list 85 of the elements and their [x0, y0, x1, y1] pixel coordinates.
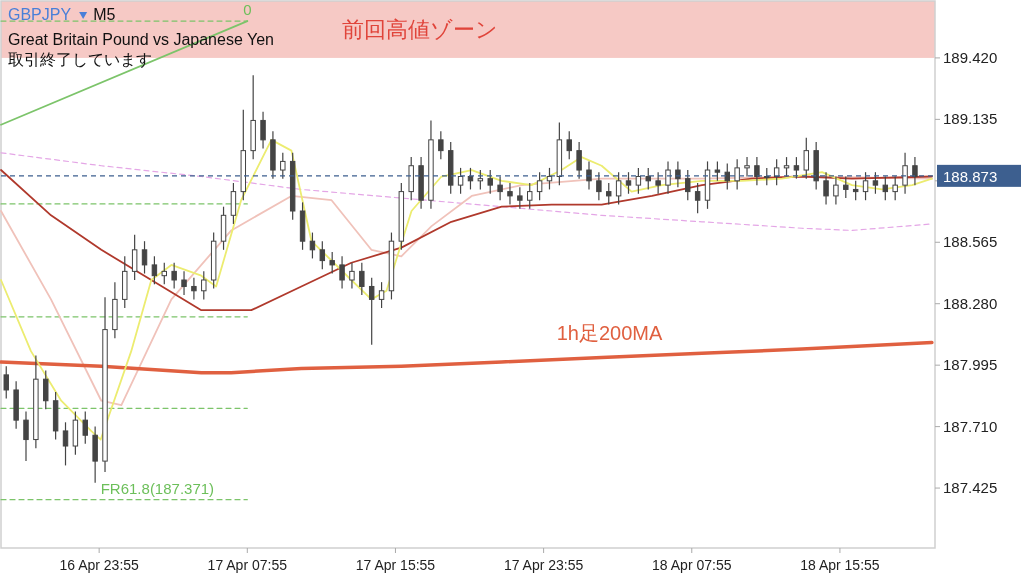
y-tick-label: 188.565 [943, 233, 998, 251]
candlestick [892, 175, 898, 201]
candlestick [635, 167, 642, 195]
candlestick [359, 262, 365, 296]
candlestick [912, 156, 918, 186]
x-tick-label: 17 Apr 07:55 [207, 557, 288, 573]
candlestick [339, 255, 345, 290]
candlestick [823, 171, 829, 206]
candlestick [438, 130, 444, 160]
ref-line-label: 188.873 [943, 167, 998, 185]
candlestick [181, 270, 187, 296]
candlestick [201, 270, 207, 300]
candlestick [378, 281, 385, 309]
x-tick-label: 17 Apr 15:55 [355, 557, 436, 573]
y-tick-label: 188.280 [943, 294, 998, 312]
candlestick [131, 234, 138, 281]
candlestick [517, 186, 523, 210]
candlestick [319, 240, 326, 270]
candlestick [576, 141, 582, 180]
series-label: 1h足200MA [556, 321, 664, 344]
candlestick [744, 156, 750, 178]
candlestick [62, 421, 69, 467]
candlestick [536, 171, 543, 201]
chart-title: GBPJPY [8, 6, 72, 23]
candlestick [773, 158, 780, 186]
candlestick [872, 171, 879, 195]
candlestick [487, 169, 493, 195]
candlestick [833, 175, 839, 206]
candlestick [566, 130, 572, 160]
candlestick [191, 277, 197, 300]
candlestick [82, 410, 88, 445]
candlestick [280, 152, 286, 180]
y-tick-label: 187.710 [943, 417, 998, 435]
candlestick [161, 262, 167, 285]
candlestick [754, 156, 760, 186]
candlestick [349, 262, 355, 290]
candlestick [151, 255, 158, 285]
candlestick [615, 171, 622, 206]
candlestick [368, 277, 375, 346]
candlestick [329, 251, 335, 275]
x-tick-label: 16 Apr 23:55 [59, 557, 140, 573]
y-tick-label: 187.995 [943, 356, 998, 374]
y-tick-label: 189.135 [943, 110, 998, 128]
text: Great Britain Pound vs Japanese Yen [8, 31, 274, 48]
x-tick-label: 17 Apr 23:55 [503, 557, 584, 573]
candlestick [171, 262, 177, 290]
candlestick [230, 182, 237, 225]
band-label: 前回高値ゾーン [341, 17, 498, 43]
candlestick [507, 182, 513, 206]
candlestick [852, 180, 859, 201]
y-tick-label: 189.420 [943, 48, 998, 66]
candlestick [734, 158, 740, 191]
candlestick [724, 162, 730, 191]
candlestick [655, 171, 661, 195]
candlestick [645, 167, 651, 191]
candlestick [803, 137, 810, 180]
candlestick [793, 156, 800, 180]
candlestick [23, 410, 29, 462]
candlestick [3, 365, 9, 400]
candlestick [843, 175, 849, 199]
candlestick [714, 160, 721, 182]
candlestick [694, 182, 701, 214]
candlestick [625, 171, 632, 195]
candlestick [783, 156, 790, 178]
candlestick [141, 240, 148, 275]
candlestick [862, 171, 869, 201]
candlestick [477, 169, 484, 191]
candlestick [665, 160, 671, 195]
annotation: FR61.8(187.371) [100, 479, 215, 497]
candlestick [606, 182, 612, 206]
candlestick [902, 152, 908, 195]
annotation: M5 [93, 6, 116, 23]
annotation: 0 [243, 1, 252, 19]
candlestick [457, 167, 464, 195]
candlestick [596, 171, 602, 201]
x-tick-label: 18 Apr 07:55 [652, 557, 732, 573]
candlestick [527, 182, 533, 210]
candlestick [685, 169, 691, 201]
candlestick [260, 111, 266, 150]
annotation: 取引終了しています [8, 51, 152, 68]
y-tick-label: 187.425 [943, 479, 998, 497]
x-tick-label: 18 Apr 15:55 [800, 557, 880, 573]
candlestick [882, 175, 889, 201]
candlestick [497, 175, 503, 201]
candlestick [43, 369, 49, 410]
